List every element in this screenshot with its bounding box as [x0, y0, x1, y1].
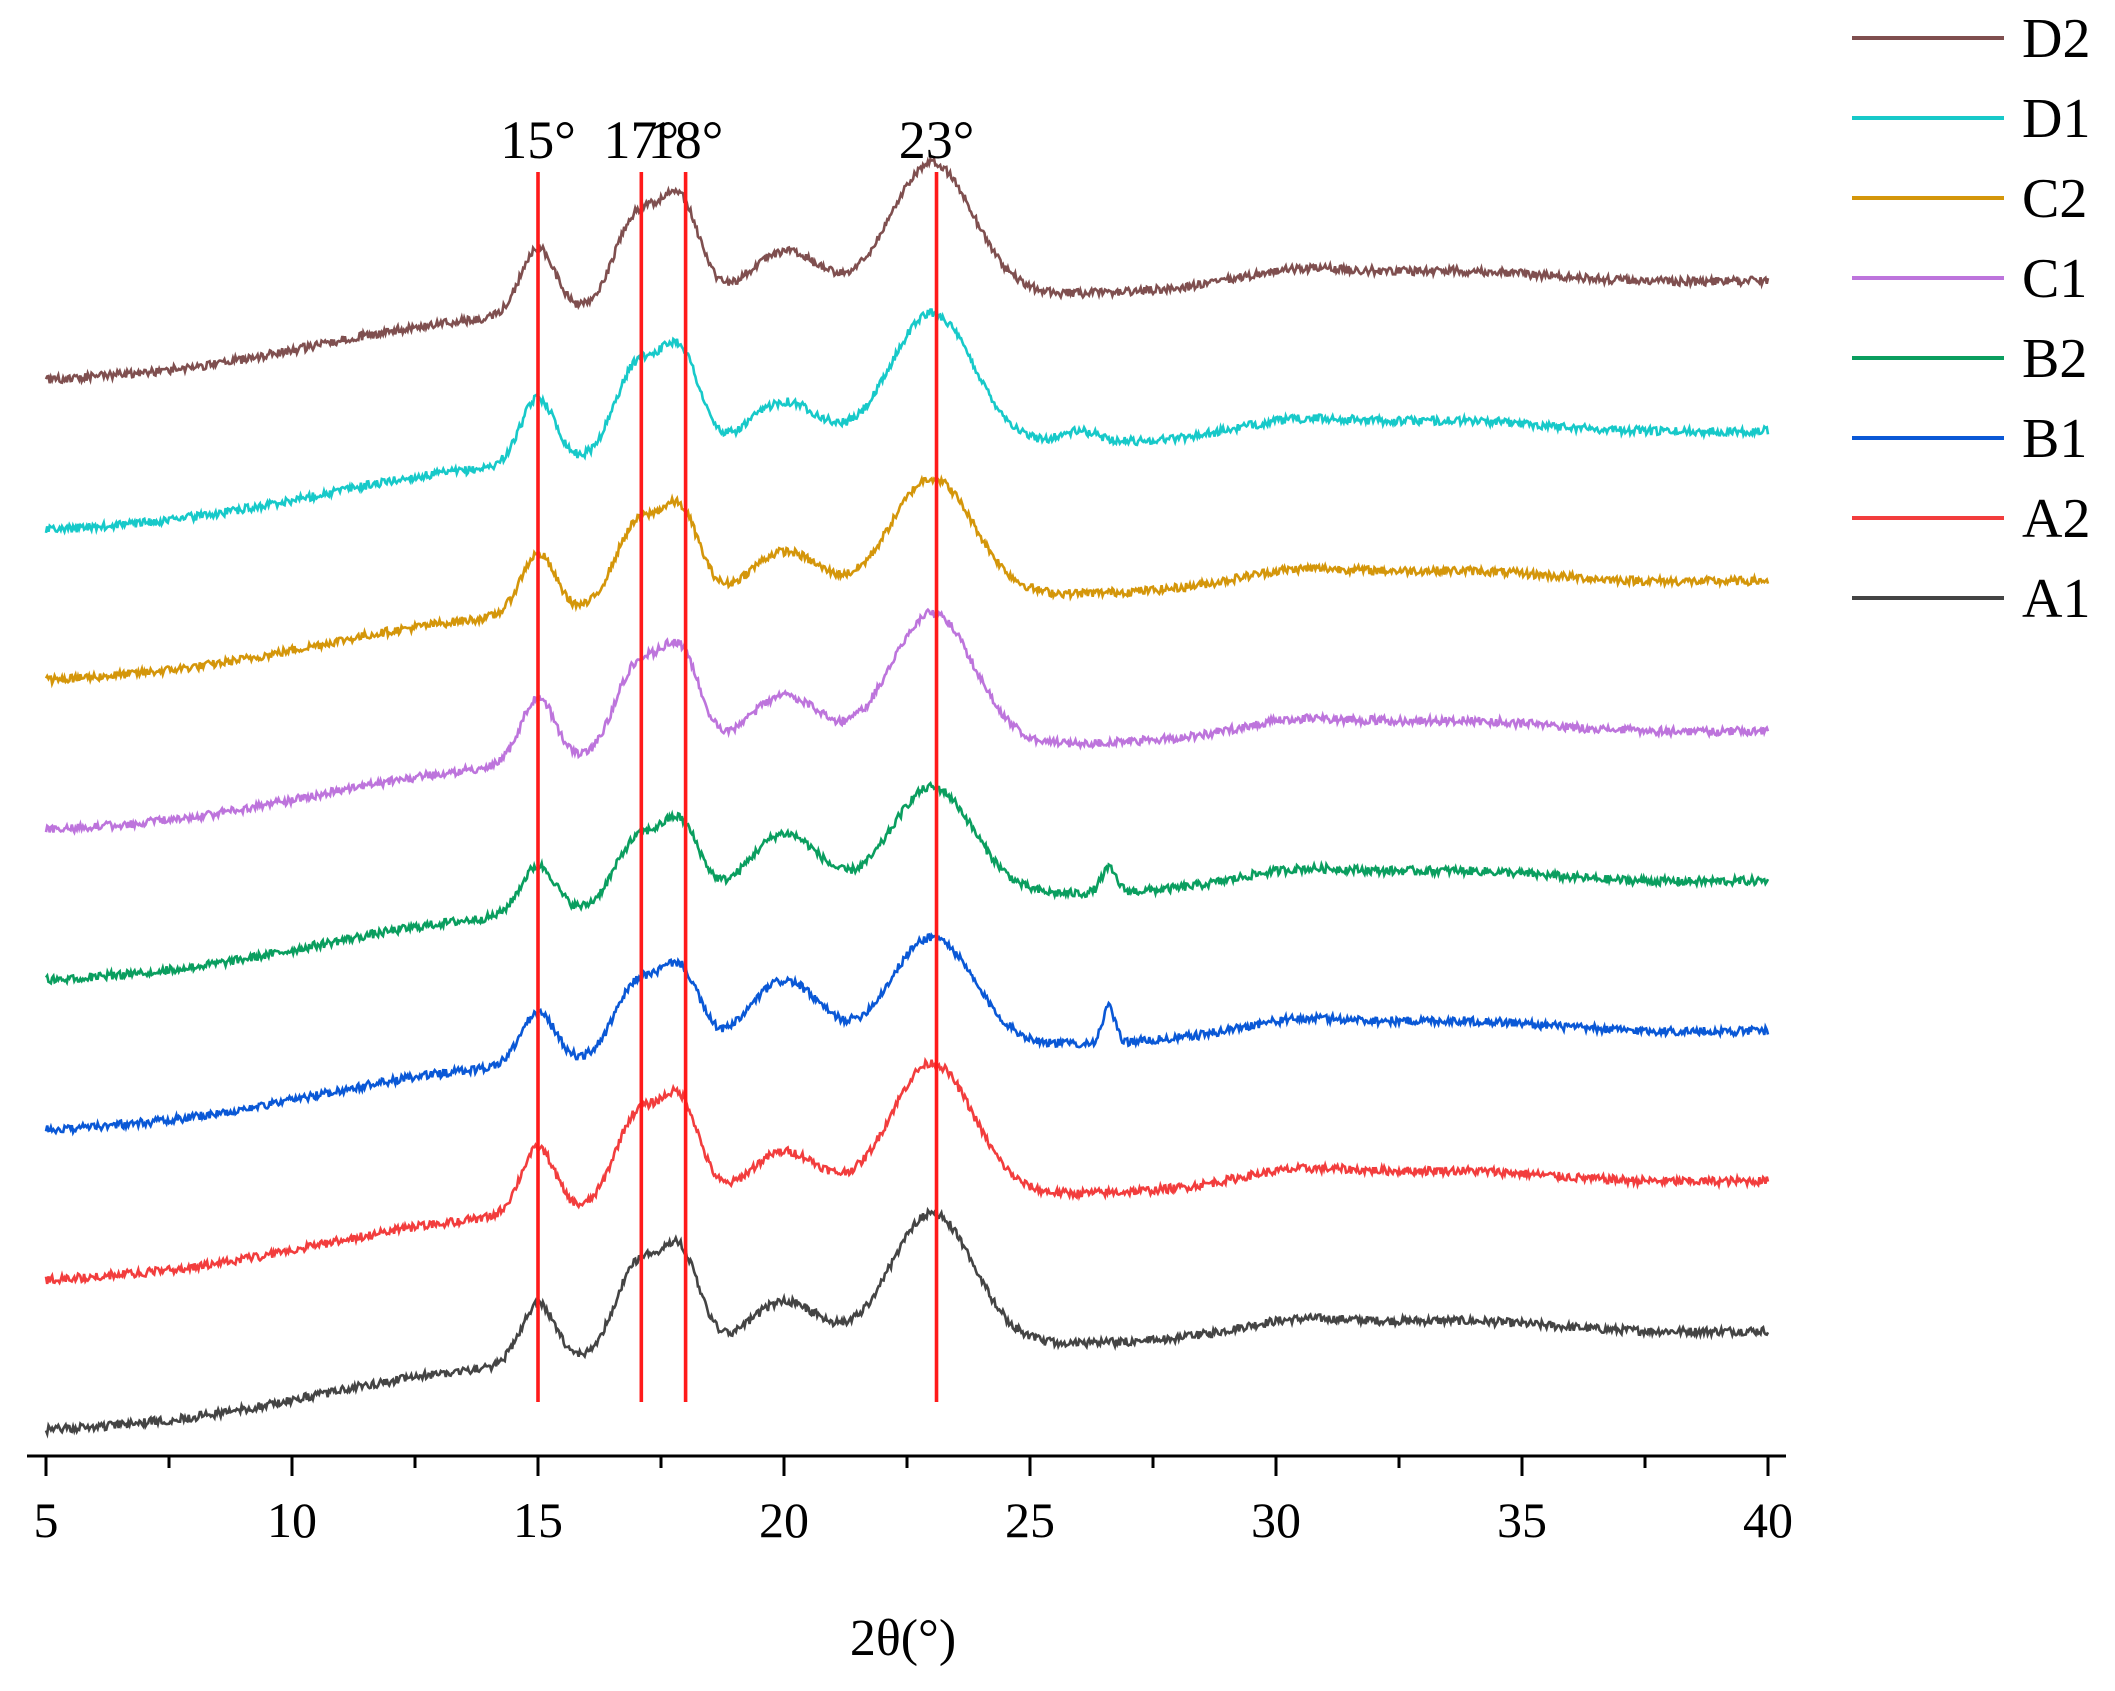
x-axis-label: 2θ(°) [850, 1610, 956, 1667]
series-layer [44, 156, 1770, 1439]
legend-label-a2: A2 [2022, 488, 2090, 550]
reference-label-17deg: 17° [604, 110, 680, 170]
legend-label-d2: D2 [2022, 8, 2090, 70]
x-tick-label: 25 [1005, 1492, 1055, 1548]
series-line-d1 [44, 306, 1770, 536]
reference-lines: 15° 17°18° 23° [500, 110, 974, 1402]
x-tick-label: 20 [759, 1492, 809, 1548]
legend: D2 D1 C2 C1 B2 B1 A2 A1 [1852, 8, 2090, 630]
series-line-b2 [44, 781, 1770, 987]
x-tick-label: 40 [1743, 1492, 1793, 1548]
series-line-a1 [44, 1206, 1770, 1439]
reference-label-23deg: 23° [899, 110, 975, 170]
legend-label-b2: B2 [2022, 328, 2087, 390]
series-line-d2 [44, 156, 1770, 386]
series-line-a2 [44, 1056, 1770, 1286]
series-line-c1 [44, 607, 1770, 836]
x-tick-label: 5 [34, 1492, 59, 1548]
x-tick-label: 15 [513, 1492, 563, 1548]
x-axis: 5 10 15 20 25 30 35 40 [27, 1454, 1793, 1548]
x-tick-label: 10 [267, 1492, 317, 1548]
legend-label-a1: A1 [2022, 568, 2090, 630]
legend-label-c1: C1 [2022, 248, 2087, 310]
legend-label-c2: C2 [2022, 168, 2087, 230]
series-line-c2 [44, 474, 1770, 689]
legend-label-d1: D1 [2022, 88, 2090, 150]
reference-label-15deg: 15° [500, 110, 576, 170]
reference-label-18deg: 18° [648, 110, 724, 170]
x-tick-label: 30 [1251, 1492, 1301, 1548]
x-tick-label: 35 [1497, 1492, 1547, 1548]
series-line-b1 [44, 932, 1770, 1137]
legend-label-b1: B1 [2022, 408, 2087, 470]
